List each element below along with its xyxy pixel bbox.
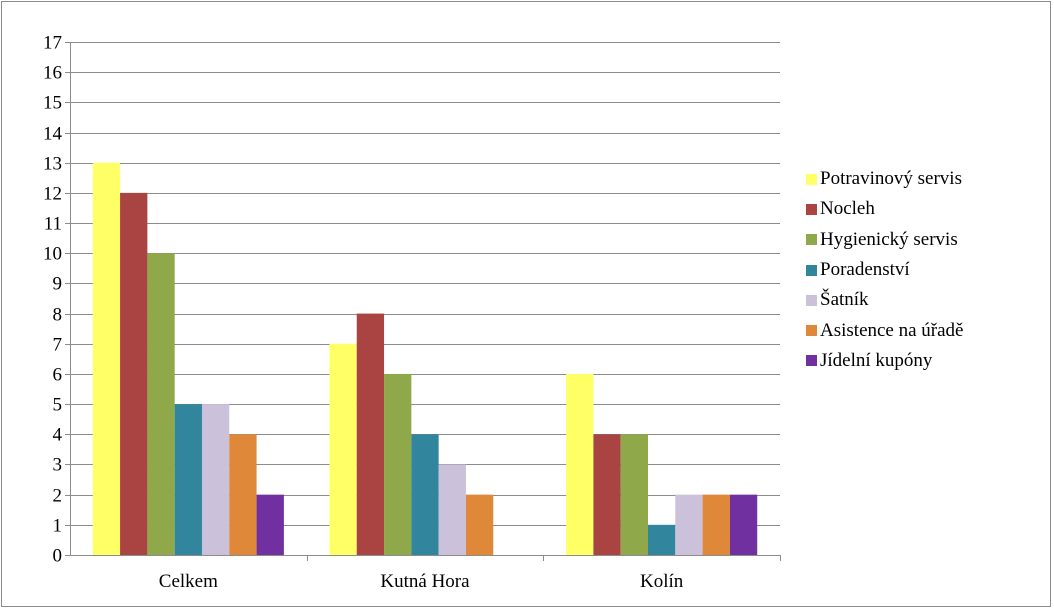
y-tick-label: 9 — [53, 274, 63, 295]
x-tick-labels: Celkem Kutná Hora Kolín — [159, 571, 684, 592]
y-tick-label: 15 — [43, 93, 62, 114]
x-tick-label: Kutná Hora — [380, 571, 470, 592]
y-tick-label: 14 — [43, 124, 63, 145]
legend-swatch — [806, 325, 817, 337]
bar — [566, 373, 594, 555]
bar — [92, 162, 121, 556]
axes — [65, 42, 781, 561]
bar — [329, 343, 357, 555]
legend-swatch — [806, 355, 817, 367]
bar — [356, 313, 385, 555]
legend-swatch — [806, 234, 817, 246]
x-tick-label: Kolín — [640, 571, 684, 592]
legend-item: Poradenství — [806, 255, 1046, 285]
bar — [593, 434, 621, 555]
bar — [465, 494, 494, 555]
y-tick-label: 1 — [53, 516, 63, 537]
legend: Potravinový servis Nocleh Hygienický servi… — [806, 164, 1046, 376]
y-tick-label: 17 — [43, 33, 62, 54]
bar — [120, 192, 148, 555]
bar — [702, 494, 730, 555]
y-tick-label: 11 — [44, 214, 62, 235]
legend-label: Poradenství — [820, 259, 910, 281]
legend-label: Šatník — [820, 289, 869, 311]
bar — [675, 494, 703, 555]
y-tick-label: 16 — [43, 63, 62, 84]
y-tick-label: 6 — [53, 365, 63, 386]
legend-item: Šatník — [806, 285, 1046, 315]
bars — [92, 162, 758, 556]
legend-swatch — [806, 294, 817, 306]
bar — [411, 434, 439, 555]
legend-label: Hygienický servis — [820, 228, 958, 250]
legend-label: Nocleh — [820, 198, 875, 220]
y-tick-label: 3 — [53, 455, 63, 476]
legend-item: Potravinový servis — [806, 164, 1046, 194]
legend-swatch — [806, 203, 817, 215]
y-tick-label: 5 — [53, 395, 63, 416]
y-tick-label: 2 — [53, 486, 63, 507]
legend-label: Jídelní kupóny — [820, 349, 933, 371]
legend-item: Asistence na úřadě — [806, 315, 1046, 345]
bar — [384, 373, 412, 555]
y-tick-label: 0 — [53, 546, 63, 567]
bar — [438, 464, 466, 555]
legend-swatch — [806, 173, 817, 185]
y-tick-label: 10 — [43, 244, 62, 265]
bar — [229, 434, 257, 555]
y-tick-label: 13 — [43, 154, 62, 175]
y-tick-label: 8 — [53, 305, 63, 326]
y-tick-label: 4 — [53, 425, 63, 446]
bar — [620, 434, 649, 555]
legend-item: Hygienický servis — [806, 225, 1046, 255]
bar — [174, 404, 202, 555]
bar — [729, 494, 758, 555]
gridlines — [70, 42, 780, 526]
bar — [147, 253, 175, 555]
bar — [256, 494, 284, 555]
y-tick-label: 7 — [53, 335, 63, 356]
legend-item: Jídelní kupóny — [806, 346, 1046, 376]
x-tick-label: Celkem — [159, 571, 218, 592]
bar — [201, 404, 230, 555]
legend-item: Nocleh — [806, 194, 1046, 224]
legend-swatch — [806, 264, 817, 276]
legend-label: Potravinový servis — [820, 168, 962, 190]
legend-label: Asistence na úřadě — [820, 319, 964, 341]
bar — [648, 524, 676, 555]
y-tick-label: 12 — [43, 184, 62, 205]
